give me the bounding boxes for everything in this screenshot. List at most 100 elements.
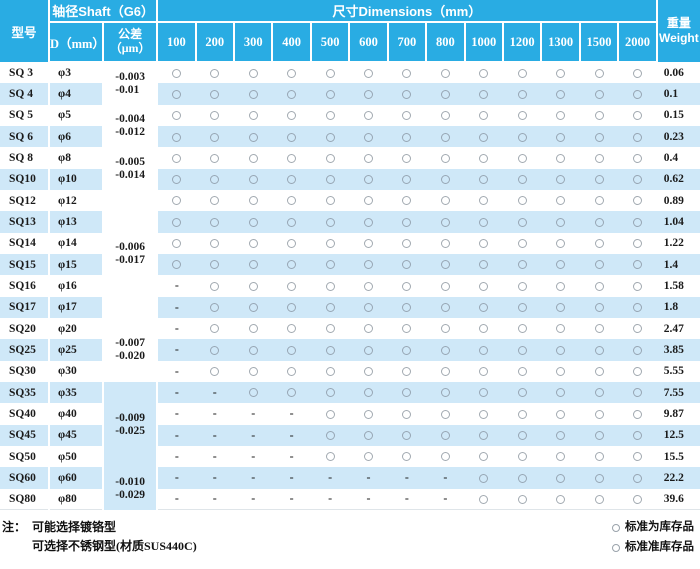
availability-cell — [310, 339, 350, 361]
availability-cell — [580, 233, 618, 254]
availability-circle-icon — [248, 69, 258, 79]
availability-cell — [502, 253, 542, 276]
availability-circle-icon — [594, 69, 604, 79]
availability-circle-icon — [632, 153, 642, 163]
availability-circle-icon — [248, 217, 258, 227]
not-available-cell: - — [174, 278, 179, 293]
availability-cell — [541, 424, 580, 446]
availability-cell — [311, 446, 349, 467]
availability-circle-icon — [363, 260, 373, 270]
availability-cell — [387, 211, 427, 233]
tolerance-line: -0.014 — [115, 168, 145, 181]
weight-cell: 1.8 — [656, 296, 700, 318]
not-available-cell: - — [349, 488, 388, 511]
availability-cell — [349, 105, 387, 126]
not-available-cell: - — [272, 467, 311, 489]
availability-cell — [503, 62, 541, 83]
diameter-cell: φ35 — [49, 381, 105, 404]
availability-circle-icon — [210, 324, 220, 334]
availability-cell — [195, 211, 235, 233]
availability-circle-icon — [594, 388, 604, 398]
availability-cell — [465, 361, 503, 382]
not-available-cell: - — [349, 467, 388, 489]
weight-cell: 0.15 — [663, 109, 684, 122]
tolerance-line: -0.029 — [115, 488, 145, 501]
availability-cell — [503, 147, 541, 168]
availability-circle-icon — [479, 196, 489, 206]
availability-cell — [195, 83, 235, 105]
dim-column-header-1000: 1000 — [464, 22, 504, 63]
availability-cell — [618, 339, 657, 361]
dim-column-header-2000: 2000 — [618, 22, 658, 63]
availability-circle-icon — [248, 303, 258, 313]
note-line-1: 可能选择镀铬型 — [32, 520, 117, 535]
table-row-SQ3: SQ 3 φ3 -0.003 -0.01 0.06 — [0, 62, 700, 105]
availability-circle-icon — [479, 111, 489, 121]
availability-circle-icon — [556, 239, 566, 249]
availability-circle-icon — [556, 217, 566, 227]
availability-circle-icon — [287, 239, 297, 249]
diameter-cell: φ10 — [49, 168, 105, 190]
availability-circle-icon — [172, 260, 182, 270]
availability-circle-icon — [632, 132, 642, 142]
availability-cell — [464, 488, 503, 511]
availability-cell — [618, 125, 657, 148]
availability-circle-icon — [556, 388, 566, 398]
availability-cell — [465, 446, 503, 467]
diameter-cell: φ60 — [49, 467, 105, 489]
availability-cell — [579, 168, 619, 190]
availability-circle-icon — [210, 111, 220, 121]
availability-cell — [464, 339, 503, 361]
weight-cell: 39.6 — [656, 488, 700, 511]
model-cell: SQ13 — [0, 211, 51, 233]
diameter-cell: φ45 — [49, 424, 105, 446]
availability-cell — [349, 253, 388, 276]
availability-circle-icon — [287, 111, 297, 121]
availability-cell — [503, 190, 541, 211]
availability-cell — [388, 105, 426, 126]
availability-cell — [618, 467, 657, 489]
availability-cell — [388, 147, 426, 168]
availability-circle-icon — [556, 473, 566, 483]
availability-cell — [541, 488, 580, 511]
availability-cell — [502, 296, 542, 318]
availability-circle-icon — [325, 217, 335, 227]
availability-cell — [426, 253, 465, 276]
availability-cell — [196, 361, 234, 382]
availability-cell — [195, 339, 235, 361]
availability-cell — [618, 253, 657, 276]
availability-cell — [541, 403, 579, 424]
tolerance-line: -0.025 — [115, 424, 145, 437]
availability-cell — [157, 253, 196, 276]
availability-cell — [311, 361, 349, 382]
availability-cell — [580, 105, 618, 126]
availability-circle-icon — [248, 89, 258, 99]
table-row-SQ45: SQ45 φ45- - - -12.5 — [0, 424, 700, 446]
table-row-SQ25: SQ25 φ25 - 3.85 — [0, 339, 700, 361]
availability-circle-icon — [402, 69, 412, 79]
availability-circle-icon — [594, 452, 604, 462]
availability-cell — [234, 253, 273, 276]
availability-circle-icon — [248, 196, 258, 206]
availability-cell — [426, 275, 464, 296]
availability-cell — [579, 125, 619, 148]
availability-circle-icon — [402, 281, 412, 291]
tolerance-line: -0.009 — [115, 411, 145, 424]
availability-circle-icon — [479, 345, 489, 355]
availability-cell — [234, 83, 273, 105]
availability-circle-icon — [517, 111, 527, 121]
availability-circle-icon — [363, 281, 373, 291]
availability-circle-icon — [287, 345, 297, 355]
availability-circle-icon — [440, 452, 450, 462]
dim-column-header-500: 500 — [310, 22, 351, 63]
availability-circle-icon — [210, 260, 220, 270]
availability-cell — [310, 125, 350, 148]
availability-circle-icon — [325, 89, 335, 99]
availability-circle-icon — [440, 239, 450, 249]
availability-cell — [387, 253, 427, 276]
availability-circle-icon — [479, 431, 489, 441]
availability-cell — [311, 62, 349, 83]
availability-circle-icon — [402, 217, 412, 227]
availability-circle-icon — [248, 388, 258, 398]
availability-cell — [502, 424, 542, 446]
